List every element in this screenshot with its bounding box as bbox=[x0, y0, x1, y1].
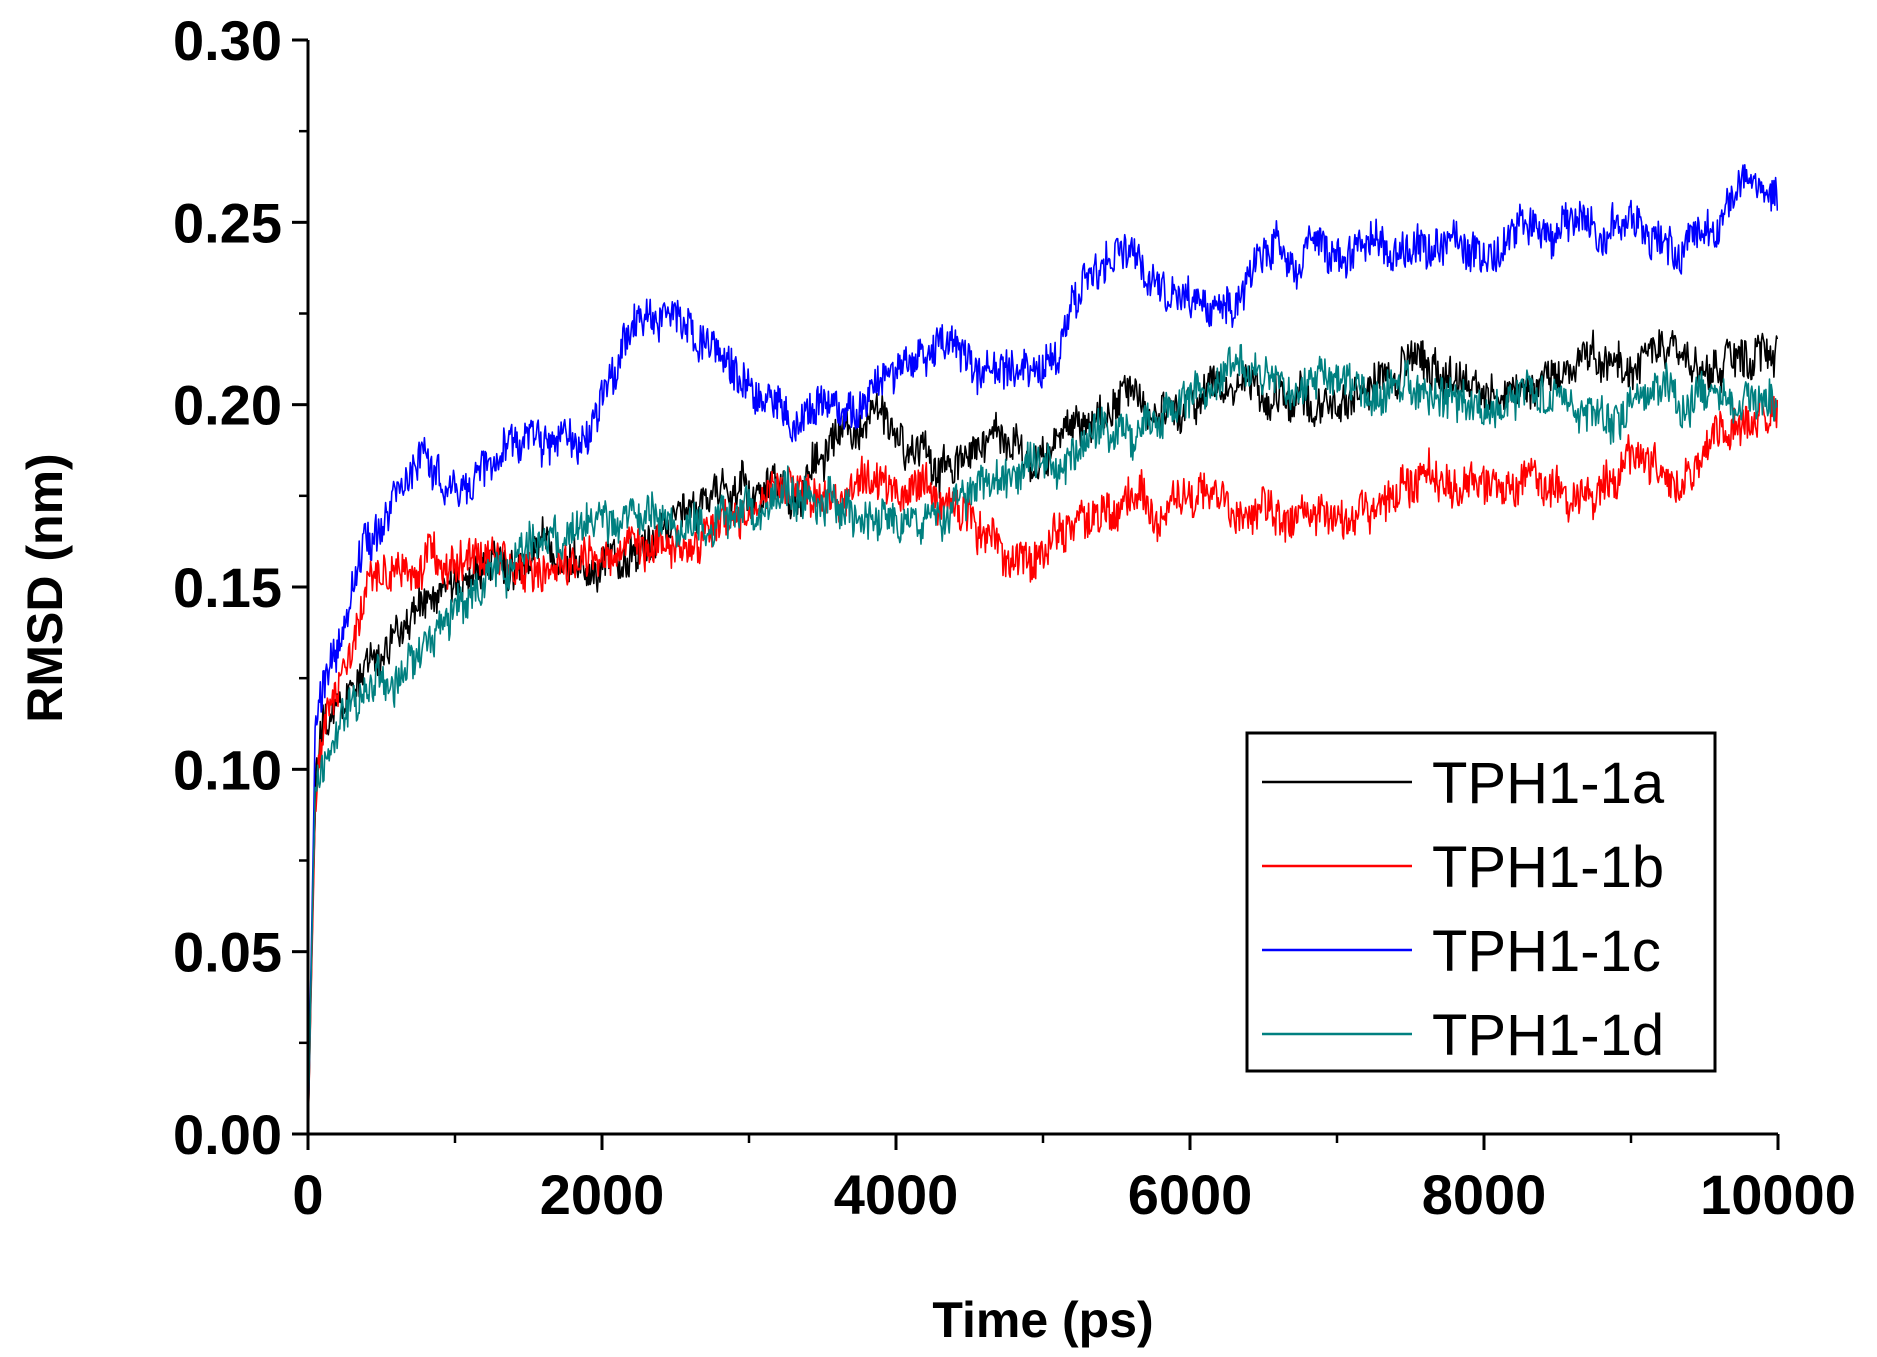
series-line-tph1-1c bbox=[308, 164, 1778, 1134]
x-axis-title: Time (ps) bbox=[932, 1292, 1153, 1348]
x-tick-label: 4000 bbox=[834, 1163, 959, 1226]
y-tick-label: 0.10 bbox=[173, 738, 282, 801]
axes: 0.00 0.05 0.10 0.15 0.20 0.25 0.30 0 2000 4000 600… bbox=[173, 9, 1856, 1226]
legend: TPH1-1a TPH1-1b TPH1-1c TPH1-1d bbox=[1245, 731, 1717, 1073]
x-tick-label: 2000 bbox=[540, 1163, 665, 1226]
series-line-tph1-1b bbox=[308, 393, 1778, 1134]
y-tick-label: 0.20 bbox=[173, 374, 282, 437]
x-tick-label: 6000 bbox=[1128, 1163, 1253, 1226]
y-tick-label: 0.00 bbox=[173, 1103, 282, 1166]
legend-label-tph1-1c: TPH1-1c bbox=[1432, 919, 1661, 984]
y-tick-label: 0.05 bbox=[173, 921, 282, 984]
series-layer bbox=[308, 164, 1778, 1134]
series-line-tph1-1a bbox=[308, 329, 1778, 1134]
x-tick-label: 10000 bbox=[1700, 1163, 1856, 1226]
y-axis-title: RMSD (nm) bbox=[17, 453, 73, 722]
x-tick-label: 8000 bbox=[1422, 1163, 1547, 1226]
legend-box bbox=[1245, 731, 1717, 1073]
legend-label-tph1-1b: TPH1-1b bbox=[1432, 835, 1664, 900]
y-tick-label: 0.25 bbox=[173, 191, 282, 254]
y-tick-label: 0.15 bbox=[173, 556, 282, 619]
x-tick-label: 0 bbox=[292, 1163, 323, 1226]
y-tick-label: 0.30 bbox=[173, 9, 282, 72]
series-line-tph1-1d bbox=[308, 343, 1778, 1134]
legend-label-tph1-1d: TPH1-1d bbox=[1432, 1003, 1664, 1068]
legend-label-tph1-1a: TPH1-1a bbox=[1432, 751, 1665, 816]
